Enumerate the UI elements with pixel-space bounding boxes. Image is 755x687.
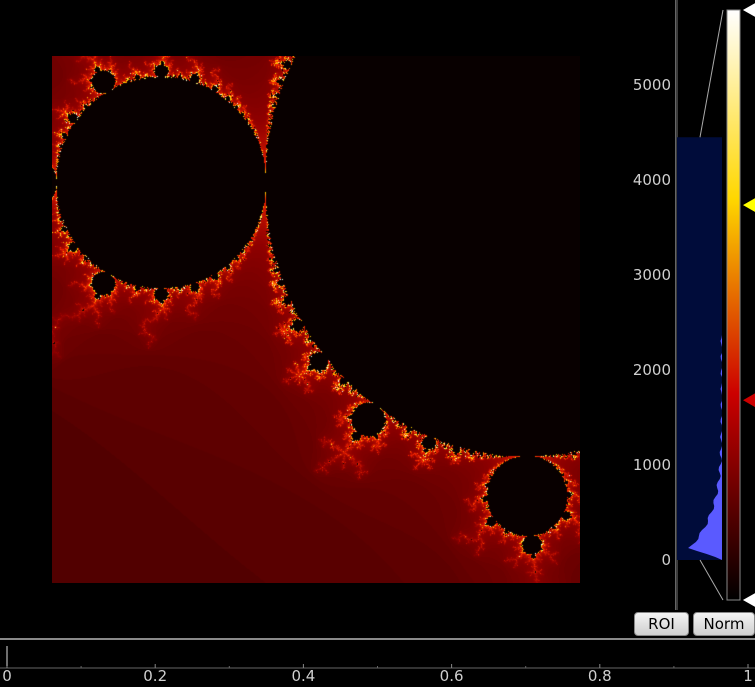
norm-button[interactable]: Norm — [693, 612, 755, 636]
timeline-label-0: 0 — [2, 667, 12, 685]
timeline[interactable]: 0 0.2 0.4 0.6 0.8 1 — [0, 638, 755, 687]
timeline-axis — [0, 646, 755, 669]
timeline-label-0.8: 0.8 — [587, 667, 612, 685]
timeline-label-0.6: 0.6 — [439, 667, 464, 685]
level-max-connector — [699, 9, 724, 138]
histogram-tick-1000: 1000 — [632, 456, 671, 474]
gradient-bar — [726, 9, 741, 601]
histogram-curve — [677, 335, 722, 560]
histogram-tick-3000: 3000 — [632, 266, 671, 284]
roi-button[interactable]: ROI — [634, 612, 689, 636]
histogram-region — [677, 137, 722, 560]
histogram-svg[interactable] — [676, 0, 755, 610]
timeline-label-0.2: 0.2 — [143, 667, 168, 685]
bottom-level-handle — [740, 591, 755, 609]
image-view[interactable] — [0, 0, 675, 638]
histogram-buttons: ROI Norm — [633, 611, 755, 638]
timeline-label-1: 1 — [743, 667, 753, 685]
histogram-tick-2000: 2000 — [632, 361, 671, 379]
level-min-connector — [699, 559, 724, 601]
timeline-label-0.4: 0.4 — [291, 667, 316, 685]
red-gradient-handle — [740, 392, 755, 409]
histogram-panel[interactable] — [675, 0, 755, 610]
fractal-image[interactable] — [52, 56, 580, 583]
histogram-tick-4000: 4000 — [632, 171, 671, 189]
histogram-tick-0: 0 — [661, 551, 671, 569]
histogram-tick-5000: 5000 — [632, 76, 671, 94]
top-level-handle — [740, 1, 755, 19]
yellow-gradient-handle — [740, 197, 755, 214]
fractal-canvas[interactable] — [52, 56, 580, 583]
